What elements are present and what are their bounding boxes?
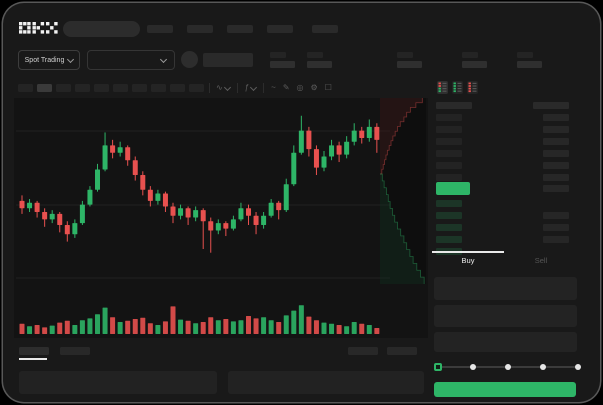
- draw-icon[interactable]: ✎: [282, 83, 290, 92]
- timeframe-placeholder[interactable]: [18, 84, 33, 92]
- slider-handle[interactable]: [434, 363, 442, 371]
- screen: Spot Trading ∿ ƒ ~ ✎ ◎ ⚙ ☐ Buy Sell: [3, 3, 600, 402]
- bid-row-price-placeholder[interactable]: [436, 236, 462, 243]
- stat-label-placeholder: [307, 52, 323, 58]
- ask-row-price-placeholder[interactable]: [436, 162, 462, 169]
- settings-icon[interactable]: ⚙: [310, 83, 318, 92]
- nav-item-placeholder[interactable]: [147, 25, 173, 33]
- stat-label-placeholder: [397, 52, 413, 58]
- chevron-down-icon: [159, 55, 168, 63]
- orders-panel-placeholder: [228, 371, 424, 394]
- order-book-panel: Buy Sell: [432, 78, 595, 400]
- pair-icon: [181, 51, 198, 68]
- chevron-down-icon: [223, 83, 231, 91]
- timeframe-placeholder[interactable]: [132, 84, 147, 92]
- pair-selector[interactable]: [87, 50, 175, 70]
- stat-value-placeholder: [307, 61, 332, 68]
- orders-panel-placeholder: [19, 371, 217, 394]
- okx-logo[interactable]: [19, 21, 59, 36]
- ask-row-amount-placeholder: [543, 185, 569, 192]
- book-header-placeholder: [436, 102, 472, 109]
- slider-stop[interactable]: [575, 364, 581, 370]
- bottom-action-placeholder[interactable]: [387, 347, 417, 355]
- buy-tab[interactable]: Buy: [461, 256, 475, 265]
- buy-submit-button[interactable]: [434, 382, 576, 397]
- stat-label-placeholder: [517, 52, 533, 58]
- book-view-icon-book-both[interactable]: [437, 81, 448, 94]
- ask-row-price-placeholder[interactable]: [436, 150, 462, 157]
- timeframe-placeholder[interactable]: [170, 84, 185, 92]
- search-input[interactable]: [63, 21, 140, 37]
- stat-value-placeholder: [397, 61, 422, 68]
- timeframe-placeholder[interactable]: [37, 84, 52, 92]
- toolbar-divider: [263, 83, 265, 93]
- ask-row-amount-placeholder: [543, 138, 569, 145]
- market-selector[interactable]: Spot Trading: [18, 50, 80, 70]
- ask-row-price-placeholder[interactable]: [436, 126, 462, 133]
- timeframe-placeholder[interactable]: [75, 84, 90, 92]
- timeframe-placeholder[interactable]: [189, 84, 204, 92]
- bottom-tab-placeholder[interactable]: [60, 347, 90, 355]
- bid-row-amount-placeholder: [543, 236, 569, 243]
- book-view-icon-book-bids[interactable]: [452, 81, 463, 94]
- toolbar-divider: [209, 83, 210, 93]
- stat-value-placeholder: [462, 61, 487, 68]
- price-chart[interactable]: [14, 98, 428, 338]
- ask-row-amount-placeholder: [543, 126, 569, 133]
- bid-row-price-placeholder[interactable]: [436, 212, 462, 219]
- ask-row-price-placeholder[interactable]: [436, 114, 462, 121]
- stat-label-placeholder: [270, 52, 286, 58]
- book-view-icon-book-asks[interactable]: [467, 81, 478, 94]
- slider-stop[interactable]: [540, 364, 546, 370]
- nav-item-placeholder[interactable]: [312, 25, 338, 33]
- last-price-badge: [436, 182, 470, 195]
- bid-row-amount-placeholder: [543, 212, 569, 219]
- sell-tab[interactable]: Sell: [534, 256, 548, 265]
- order-form-field[interactable]: [434, 332, 577, 352]
- active-tab-indicator: [432, 251, 504, 253]
- ask-row-price-placeholder[interactable]: [436, 138, 462, 145]
- bottom-tab-placeholder[interactable]: [19, 347, 49, 355]
- ask-row-price-placeholder[interactable]: [436, 174, 462, 181]
- timeframe-placeholder[interactable]: [113, 84, 128, 92]
- stat-value-placeholder: [270, 61, 295, 68]
- ask-row-amount-placeholder: [543, 162, 569, 169]
- snapshot-icon[interactable]: ◎: [296, 83, 304, 92]
- bottom-action-placeholder[interactable]: [348, 347, 378, 355]
- chevron-down-icon: [67, 55, 75, 63]
- active-tab-underline: [19, 358, 47, 360]
- toolbar-divider: [236, 83, 238, 93]
- indicators-icon[interactable]: ƒ: [245, 83, 258, 92]
- ask-row-amount-placeholder: [543, 114, 569, 121]
- timeframe-placeholder[interactable]: [151, 84, 166, 92]
- market-selector-label: Spot Trading: [24, 56, 65, 64]
- bid-row-amount-placeholder: [543, 224, 569, 231]
- stat-label-placeholder: [462, 52, 478, 58]
- slider-stop[interactable]: [470, 364, 476, 370]
- stat-value-placeholder: [517, 61, 542, 68]
- order-form-field[interactable]: [434, 277, 577, 300]
- chart-type-icon[interactable]: ∿: [216, 83, 231, 92]
- chevron-down-icon: [250, 83, 258, 91]
- nav-item-placeholder[interactable]: [187, 25, 213, 33]
- timeframe-placeholder[interactable]: [94, 84, 109, 92]
- fullscreen-icon[interactable]: ☐: [324, 83, 332, 92]
- pair-name-placeholder: [203, 53, 253, 67]
- line-style-icon[interactable]: ~: [271, 83, 276, 92]
- timeframe-placeholder[interactable]: [56, 84, 71, 92]
- bid-row-price-placeholder[interactable]: [436, 200, 462, 207]
- nav-item-placeholder[interactable]: [227, 25, 253, 33]
- bid-row-price-placeholder[interactable]: [436, 224, 462, 231]
- slider-stop[interactable]: [505, 364, 511, 370]
- book-view-glyph: [453, 82, 462, 93]
- book-view-glyph: [468, 82, 477, 93]
- order-form-field[interactable]: [434, 305, 577, 327]
- ask-row-amount-placeholder: [543, 174, 569, 181]
- book-view-glyph: [438, 82, 447, 93]
- ask-row-amount-placeholder: [543, 150, 569, 157]
- book-header-placeholder: [533, 102, 569, 109]
- nav-item-placeholder[interactable]: [267, 25, 293, 33]
